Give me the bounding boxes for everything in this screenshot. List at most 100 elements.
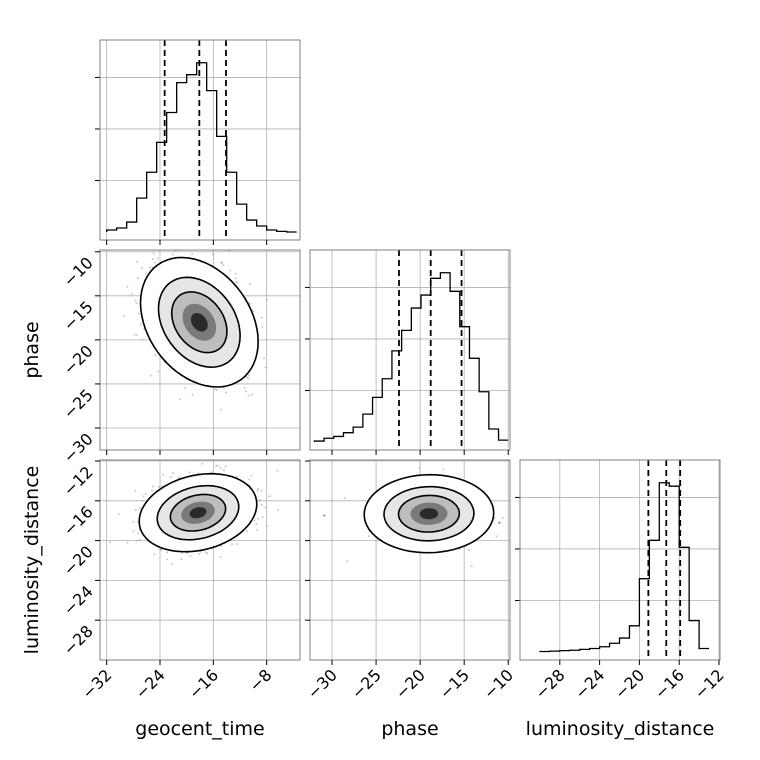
sample-point xyxy=(244,390,247,393)
sample-point xyxy=(264,366,267,369)
contour-line xyxy=(156,484,240,541)
sample-point xyxy=(260,316,263,319)
sample-point xyxy=(162,473,165,476)
sample-point xyxy=(135,539,138,542)
sample-point xyxy=(149,374,152,377)
histogram-step xyxy=(106,62,297,233)
sample-point xyxy=(265,298,268,301)
x-tick-label: −10 xyxy=(480,665,517,702)
sample-point xyxy=(191,393,194,396)
sample-point xyxy=(501,517,504,520)
sample-point xyxy=(136,532,139,535)
joint-density xyxy=(323,466,514,568)
sample-point xyxy=(277,509,280,512)
sample-point xyxy=(224,465,227,468)
panel-frame xyxy=(99,249,301,451)
sample-point xyxy=(188,471,191,474)
sample-point xyxy=(156,257,159,260)
x-tick-label: −32 xyxy=(78,665,115,702)
x-tick-label: −16 xyxy=(185,665,222,702)
contour-line xyxy=(157,276,241,369)
sample-point xyxy=(211,253,214,256)
sample-point xyxy=(152,485,155,488)
joint-density xyxy=(122,237,268,411)
sample-point xyxy=(234,277,237,280)
sample-point xyxy=(264,506,267,509)
x-tick-label: −25 xyxy=(348,665,385,702)
contour-line xyxy=(170,291,228,354)
sample-point xyxy=(252,310,255,313)
contour-line xyxy=(138,472,258,553)
panel-luminosity-distance-histogram: −28 −24 −20 −16 −12 xyxy=(515,459,728,703)
sample-point xyxy=(470,565,473,568)
sample-point xyxy=(184,386,187,389)
sample-point xyxy=(343,497,346,500)
sample-point xyxy=(178,237,180,239)
sample-point xyxy=(468,549,471,552)
sample-point xyxy=(255,528,258,531)
x-tick-label: −15 xyxy=(436,665,473,702)
histogram-step xyxy=(539,482,710,653)
y-tick-label: −20 xyxy=(60,542,97,579)
y-tick-label: −16 xyxy=(60,502,97,539)
panel-phase-histogram xyxy=(305,249,511,455)
panel-frame xyxy=(99,459,301,661)
sample-point xyxy=(219,555,222,558)
sample-point xyxy=(201,462,204,465)
contour-line xyxy=(169,493,227,532)
sample-point xyxy=(219,408,222,411)
sample-point xyxy=(222,264,225,267)
sample-point xyxy=(258,498,261,501)
sample-point xyxy=(136,260,139,263)
sample-point xyxy=(166,551,169,554)
sample-point xyxy=(137,313,140,316)
sample-point xyxy=(170,562,173,565)
density-level xyxy=(189,507,207,519)
y-tick-label: −30 xyxy=(60,429,97,466)
sample-point xyxy=(153,553,156,556)
x-tick-label: −24 xyxy=(571,665,608,702)
panel-frame xyxy=(309,459,511,661)
sample-point xyxy=(495,535,498,538)
sample-point xyxy=(263,357,266,360)
histogram-step xyxy=(313,272,509,442)
sample-point xyxy=(171,253,174,256)
sample-point xyxy=(220,261,223,264)
sample-point xyxy=(140,267,143,270)
sample-point xyxy=(418,466,421,469)
sample-point xyxy=(133,490,136,493)
x-tick-label: −12 xyxy=(691,665,728,702)
sample-point xyxy=(323,514,326,517)
sample-point xyxy=(216,464,219,467)
density-level xyxy=(190,313,208,332)
sample-point xyxy=(247,394,250,397)
panel-geocent-time-histogram xyxy=(95,39,301,245)
sample-point xyxy=(498,521,501,524)
y-tick-label: −24 xyxy=(60,582,97,619)
x-tick-label: −20 xyxy=(392,665,429,702)
sample-point xyxy=(154,354,157,357)
sample-point xyxy=(130,293,133,296)
sample-point xyxy=(268,495,271,498)
sample-point xyxy=(134,508,137,511)
sample-point xyxy=(139,323,142,326)
sample-point xyxy=(257,487,260,490)
sample-point xyxy=(189,554,192,557)
xlabel-phase: phase xyxy=(381,718,438,740)
sample-point xyxy=(138,538,141,541)
ylabel-luminosity-distance: luminosity_distance xyxy=(21,466,43,655)
sample-point xyxy=(160,548,163,551)
sample-point xyxy=(166,558,169,561)
x-tick-label: −28 xyxy=(531,665,568,702)
sample-point xyxy=(222,387,225,390)
contour-line xyxy=(139,256,259,388)
y-tick-label: −28 xyxy=(60,622,97,659)
contour-line xyxy=(397,494,461,533)
sample-point xyxy=(245,530,248,533)
sample-point xyxy=(235,543,238,546)
sample-point xyxy=(172,472,175,475)
sample-point xyxy=(512,523,514,525)
sample-point xyxy=(253,519,256,522)
sample-point xyxy=(180,558,183,561)
